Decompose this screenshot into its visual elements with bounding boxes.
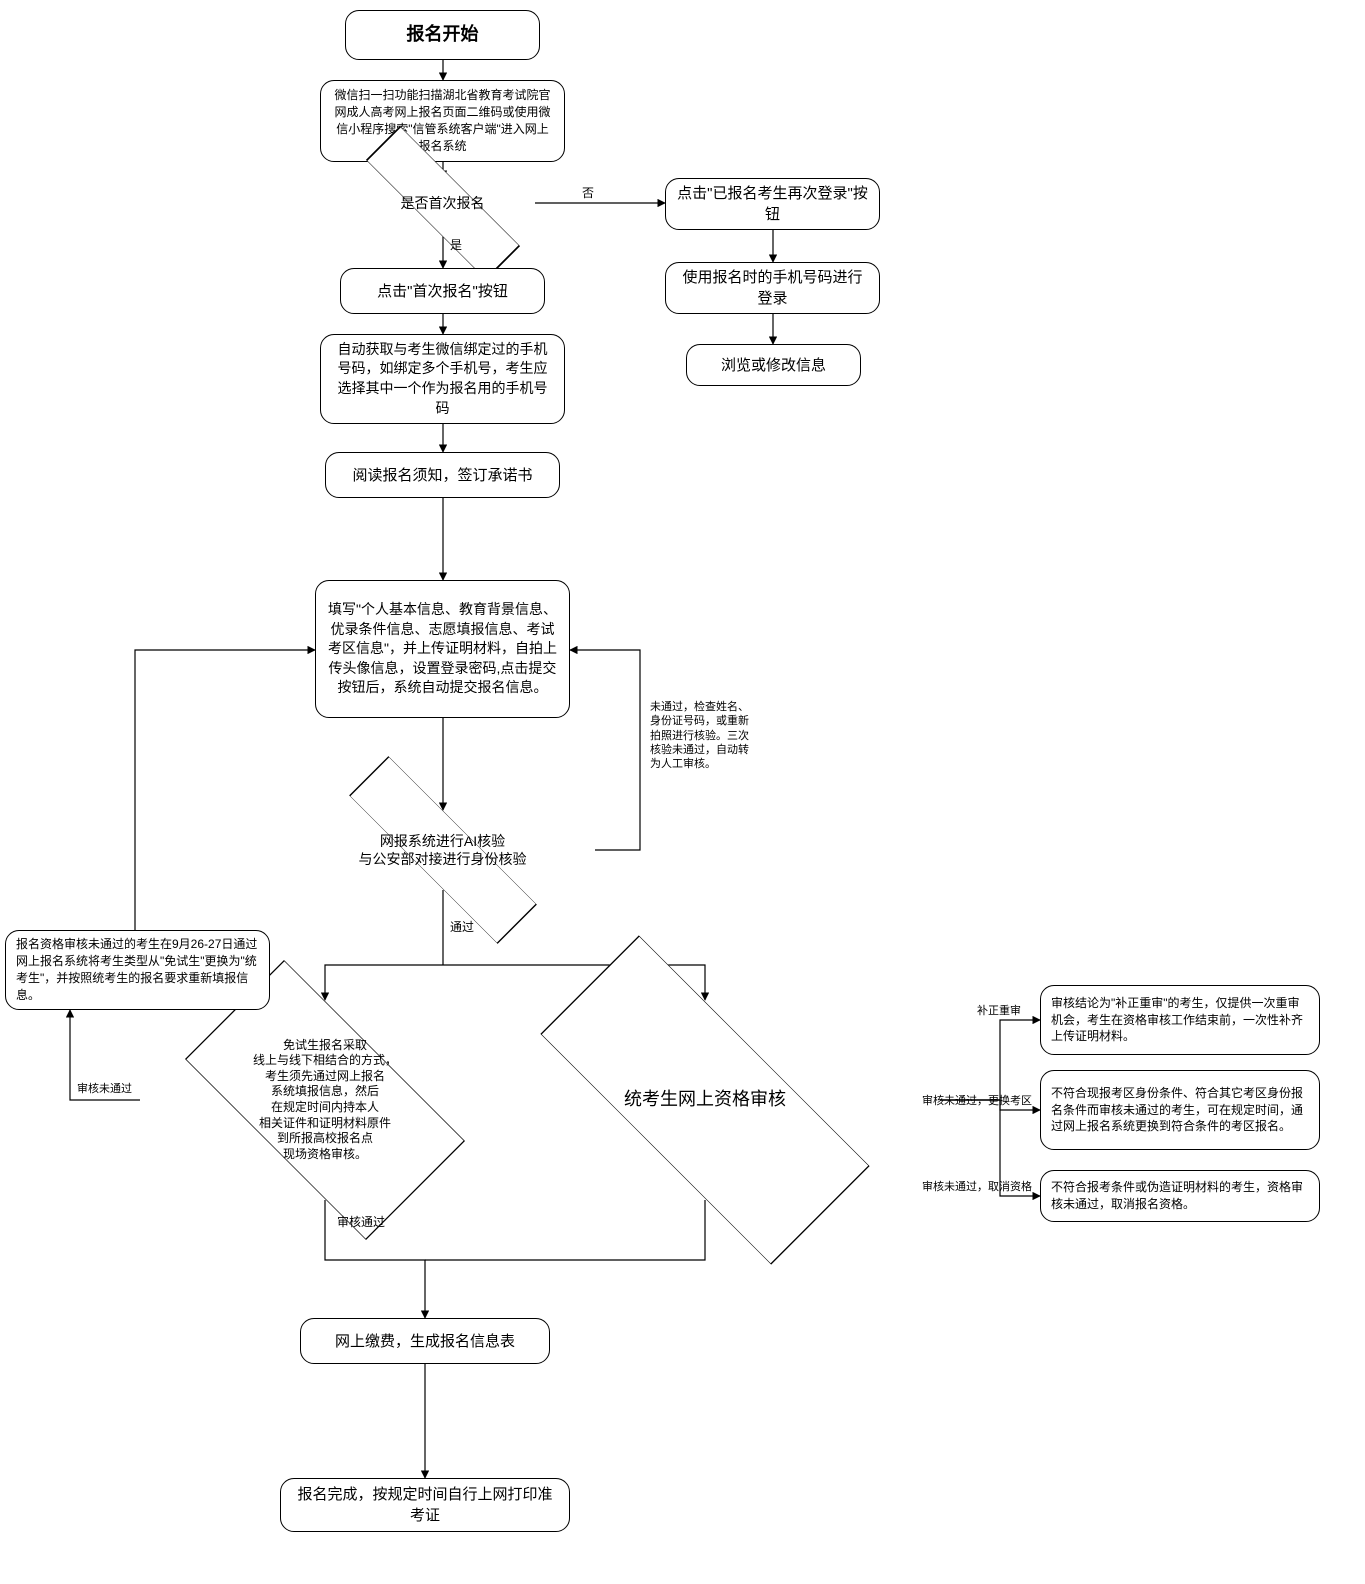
- node-first-q: 是否首次报名: [350, 178, 535, 228]
- label-no: 否: [580, 186, 596, 202]
- node-text: 报名资格审核未通过的考生在9月26-27日通过网上报名系统将考生类型从"免试生"…: [16, 936, 259, 1003]
- node-click-first: 点击"首次报名"按钮: [340, 268, 545, 314]
- node-result1: 审核结论为"补正重审"的考生，仅提供一次重审机会，考生在资格审核工作结束前，一次…: [1040, 985, 1320, 1055]
- label-text: 否: [582, 186, 594, 200]
- node-text: 使用报名时的手机号码进行登录: [676, 267, 869, 309]
- node-login-phone: 使用报名时的手机号码进行登录: [665, 262, 880, 314]
- node-text: 网报系统进行AI核验 与公安部对接进行身份核验: [359, 832, 527, 868]
- node-text: 浏览或修改信息: [721, 355, 826, 376]
- label-exempt-fail: 审核未通过: [75, 1082, 134, 1096]
- label-r3: 审核未通过，取消资格: [920, 1180, 1034, 1194]
- node-text: 不符合现报考区身份条件、符合其它考区身份报名条件而审核未通过的考生，可在规定时间…: [1051, 1085, 1309, 1135]
- node-text: 审核结论为"补正重审"的考生，仅提供一次重审机会，考生在资格审核工作结束前，一次…: [1051, 995, 1309, 1045]
- node-text: 是否首次报名: [401, 194, 485, 212]
- node-text: 不符合报考条件或伪造证明材料的考生，资格审核未通过，取消报名资格。: [1051, 1179, 1309, 1213]
- node-done: 报名完成，按规定时间自行上网打印准考证: [280, 1478, 570, 1532]
- label-yes: 是: [448, 238, 464, 254]
- node-ai-verify: 网报系统进行AI核验 与公安部对接进行身份核验: [290, 810, 595, 890]
- node-result2: 不符合现报考区身份条件、符合其它考区身份报名条件而审核未通过的考生，可在规定时间…: [1040, 1070, 1320, 1150]
- label-exempt-pass: 审核通过: [335, 1215, 387, 1231]
- node-retry-note: 报名资格审核未通过的考生在9月26-27日通过网上报名系统将考生类型从"免试生"…: [5, 930, 270, 1010]
- node-text: 报名完成，按规定时间自行上网打印准考证: [291, 1484, 559, 1526]
- node-text: 点击"已报名考生再次登录"按钮: [676, 183, 869, 225]
- flowchart-edges: [0, 0, 1365, 1584]
- label-text: 审核未通过: [77, 1083, 132, 1095]
- node-read-notice: 阅读报名须知，签订承诺书: [325, 452, 560, 498]
- label-pass: 通过: [448, 920, 476, 936]
- node-result3: 不符合报考条件或伪造证明材料的考生，资格审核未通过，取消报名资格。: [1040, 1170, 1320, 1222]
- label-text: 审核未通过，取消资格: [922, 1181, 1032, 1193]
- node-text: 微信扫一扫功能扫描湖北省教育考试院官网成人高考网上报名页面二维码或使用微信小程序…: [331, 87, 554, 154]
- node-fill-info: 填写"个人基本信息、教育背景信息、优录条件信息、志愿填报信息、考试考区信息"，并…: [315, 580, 570, 718]
- node-text: 填写"个人基本信息、教育背景信息、优录条件信息、志愿填报信息、考试考区信息"，并…: [326, 600, 559, 698]
- node-text: 阅读报名须知，签订承诺书: [352, 465, 532, 486]
- label-text: 通过: [450, 920, 474, 934]
- node-auto-phone: 自动获取与考生微信绑定过的手机号码，如绑定多个手机号，考生应选择其中一个作为报名…: [320, 334, 565, 424]
- label-text: 补正重审: [977, 1005, 1021, 1017]
- label-r2: 审核未通过，更换考区: [920, 1094, 1034, 1108]
- node-click-again: 点击"已报名考生再次登录"按钮: [665, 178, 880, 230]
- node-text: 点击"首次报名"按钮: [377, 281, 508, 302]
- node-text: 网上缴费，生成报名信息表: [335, 1331, 515, 1352]
- node-scan: 微信扫一扫功能扫描湖北省教育考试院官网成人高考网上报名页面二维码或使用微信小程序…: [320, 80, 565, 162]
- label-text: 未通过，检查姓名、 身份证号码，或重新 拍照进行核验。三次 核验未通过，自动转 …: [650, 701, 749, 770]
- node-browse-edit: 浏览或修改信息: [686, 344, 861, 386]
- label-text: 审核通过: [337, 1215, 385, 1229]
- label-r1: 补正重审: [975, 1004, 1023, 1018]
- label-text: 审核未通过，更换考区: [922, 1095, 1032, 1107]
- node-text: 统考生网上资格审核: [624, 1088, 786, 1111]
- node-text: 自动获取与考生微信绑定过的手机号码，如绑定多个手机号，考生应选择其中一个作为报名…: [331, 340, 554, 418]
- node-exempt: 免试生报名采取 线上与线下相结合的方式， 考生须先通过网上报名 系统填报信息，然…: [140, 1000, 510, 1200]
- label-text: 是: [450, 238, 462, 252]
- node-online-qual: 统考生网上资格审核: [470, 1000, 940, 1200]
- node-text: 免试生报名采取 线上与线下相结合的方式， 考生须先通过网上报名 系统填报信息，然…: [253, 1038, 397, 1163]
- label-ai-fail: 未通过，检查姓名、 身份证号码，或重新 拍照进行核验。三次 核验未通过，自动转 …: [648, 700, 778, 771]
- node-pay: 网上缴费，生成报名信息表: [300, 1318, 550, 1364]
- node-text: 报名开始: [407, 22, 479, 47]
- node-start: 报名开始: [345, 10, 540, 60]
